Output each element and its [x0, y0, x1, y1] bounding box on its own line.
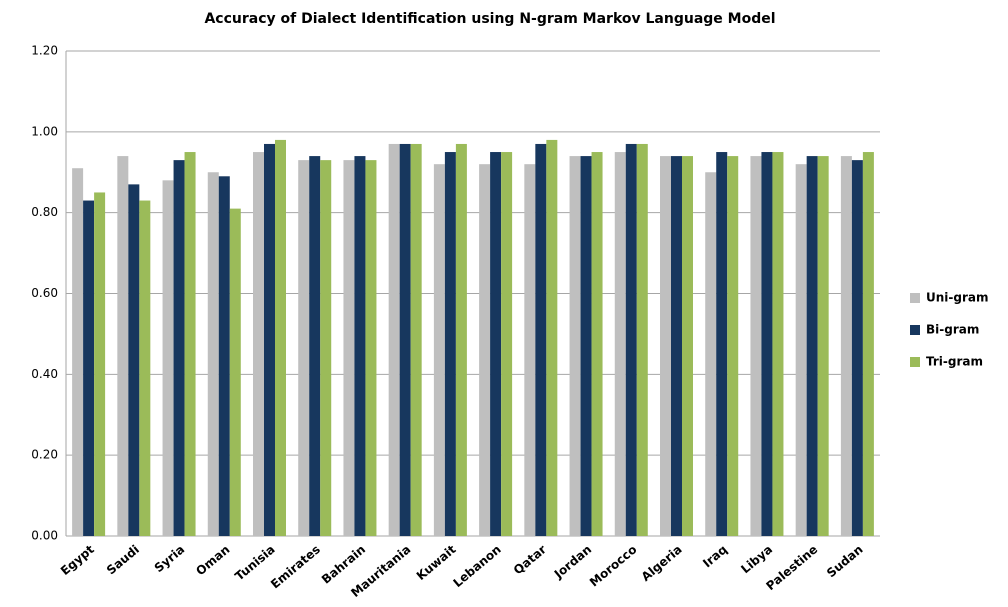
legend-label: Tri-gram — [926, 355, 983, 369]
bar — [546, 139, 558, 536]
x-tick-label: Egypt — [58, 542, 97, 578]
bar — [682, 156, 693, 537]
legend-swatch — [910, 357, 920, 367]
bar — [840, 156, 852, 537]
bar — [264, 143, 275, 537]
bar — [139, 200, 151, 536]
bar — [625, 143, 637, 537]
bar — [851, 160, 863, 536]
bar — [761, 152, 773, 536]
bar — [388, 143, 400, 537]
bar — [173, 160, 185, 536]
y-tick-label: 1.20 — [31, 44, 58, 58]
bar — [354, 156, 366, 537]
bar — [72, 168, 84, 537]
bar — [479, 164, 491, 536]
bar — [535, 143, 547, 537]
y-tick-label: 0.60 — [31, 286, 58, 300]
bar — [727, 156, 739, 537]
bar — [117, 156, 129, 537]
bar — [298, 160, 310, 536]
bar — [309, 156, 321, 537]
bar — [253, 152, 264, 536]
y-tick-label: 1.00 — [31, 124, 58, 138]
legend-label: Bi-gram — [926, 323, 979, 337]
bar — [490, 152, 502, 536]
x-tick-label: Jordan — [551, 542, 594, 582]
y-tick-label: 0.40 — [31, 367, 58, 381]
chart-title: Accuracy of Dialect Identification using… — [204, 11, 775, 27]
legend-label: Uni-gram — [926, 291, 989, 305]
bar — [795, 164, 807, 536]
bar — [614, 152, 626, 536]
x-tick-label: Iraq — [700, 542, 730, 570]
bar — [750, 156, 762, 537]
legend-swatch — [910, 325, 920, 335]
bar — [229, 208, 241, 536]
bar — [399, 143, 411, 537]
bar — [716, 152, 728, 536]
x-tick-label: Oman — [193, 542, 232, 578]
bar — [671, 156, 682, 537]
y-tick-label: 0.20 — [31, 448, 58, 462]
x-tick-label: Emirates — [268, 542, 323, 591]
bar — [207, 172, 219, 536]
bar — [83, 200, 95, 536]
x-tick-label: Saudi — [104, 542, 142, 577]
bar — [94, 192, 106, 537]
bar — [524, 164, 536, 536]
bar — [817, 156, 829, 537]
bar — [343, 160, 355, 536]
bar — [218, 176, 230, 536]
bar — [591, 152, 603, 536]
bar — [444, 152, 456, 536]
bar — [162, 180, 174, 537]
x-tick-label: Sudan — [824, 542, 865, 580]
bar — [455, 143, 467, 537]
y-tick-label: 0.00 — [31, 529, 58, 543]
x-tick-label: Morocco — [587, 542, 640, 589]
x-tick-label: Kuwait — [414, 542, 459, 583]
bar — [569, 156, 581, 537]
bar — [433, 164, 445, 536]
bar — [128, 184, 140, 536]
x-tick-label: Qatar — [511, 542, 549, 577]
y-tick-label: 0.80 — [31, 205, 58, 219]
bar — [275, 139, 286, 536]
bar — [660, 156, 671, 537]
bar — [636, 143, 648, 537]
bar — [501, 152, 513, 536]
bar — [862, 152, 874, 536]
bar — [365, 160, 377, 536]
x-tick-label: Syria — [152, 542, 187, 575]
bar — [184, 152, 196, 536]
x-tick-label: Libya — [738, 542, 775, 576]
bar — [705, 172, 717, 536]
bar — [320, 160, 332, 536]
bar — [806, 156, 818, 537]
x-tick-label: Algeria — [639, 542, 685, 584]
bar — [580, 156, 592, 537]
bar — [410, 143, 422, 537]
x-tick-label: Lebanon — [451, 542, 504, 590]
legend-swatch — [910, 293, 920, 303]
bar — [772, 152, 784, 536]
